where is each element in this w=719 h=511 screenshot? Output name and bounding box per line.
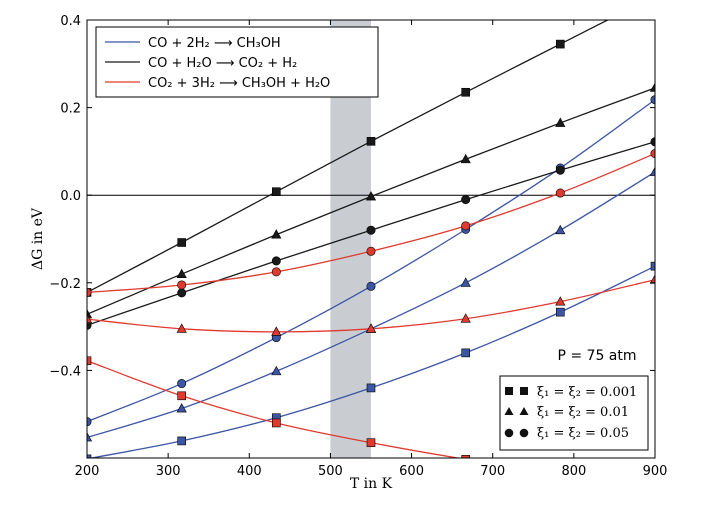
data-point-r2-square bbox=[272, 187, 281, 196]
legend-label-reaction-2: CO + H₂O ⟶ CO₂ + H₂ bbox=[148, 56, 297, 71]
data-point-r3-triangle bbox=[649, 274, 655, 284]
data-point-r2-circle bbox=[461, 195, 471, 205]
data-point-r3-circle bbox=[271, 267, 281, 277]
data-point-r3-triangle bbox=[271, 326, 282, 336]
data-point-r2-triangle bbox=[649, 82, 655, 92]
reaction-legend-box bbox=[95, 26, 379, 98]
y-tick-label: −0.2 bbox=[49, 277, 81, 292]
data-point-r1-square bbox=[461, 348, 470, 358]
x-tick-label: 800 bbox=[561, 464, 586, 479]
data-point-r1-triangle bbox=[176, 403, 187, 413]
legend-label-circle: ξ₁ = ξ₂ = 0.05 bbox=[537, 426, 629, 441]
data-point-r2-square bbox=[366, 137, 376, 146]
data-point-r1-triangle bbox=[87, 431, 93, 442]
data-point-r3-triangle bbox=[87, 313, 93, 324]
x-tick-label: 500 bbox=[318, 464, 343, 479]
data-point-r3-square bbox=[461, 455, 470, 458]
data-point-r3-triangle bbox=[460, 313, 471, 323]
legend-label-reaction-3: CO₂ + 3H₂ ⟶ CH₃OH + H₂O bbox=[148, 76, 330, 91]
x-tick-label: 200 bbox=[75, 464, 100, 479]
data-point-r2-circle bbox=[177, 288, 187, 298]
data-point-r2-triangle bbox=[365, 191, 377, 201]
legend-circle-marker-b bbox=[519, 428, 529, 438]
data-point-r2-triangle bbox=[176, 268, 187, 278]
legend-square-marker-b bbox=[520, 387, 528, 395]
data-point-r3-square bbox=[366, 438, 376, 447]
legend-label-triangle: ξ₁ = ξ₂ = 0.01 bbox=[537, 405, 629, 420]
data-point-r3-circle bbox=[555, 188, 565, 198]
data-point-r1-square bbox=[650, 261, 655, 271]
x-tick-label: 300 bbox=[156, 464, 181, 479]
data-point-r3-square bbox=[177, 391, 186, 401]
x-axis-label: T in K bbox=[350, 476, 393, 492]
y-tick-label: 0.4 bbox=[60, 14, 81, 29]
x-tick-label: 400 bbox=[237, 464, 262, 479]
data-point-r1-triangle bbox=[555, 224, 566, 235]
data-point-r1-square bbox=[366, 383, 376, 393]
reaction-legend: CO + 2H₂ ⟶ CH₃OH CO + H₂O ⟶ CO₂ + H₂ CO₂… bbox=[95, 26, 379, 98]
plot-frame bbox=[86, 19, 656, 459]
data-point-r3-circle bbox=[366, 246, 376, 256]
data-point-r2-circle bbox=[555, 165, 565, 175]
data-point-r1-circle bbox=[366, 281, 376, 291]
data-point-r2-triangle bbox=[460, 153, 471, 164]
data-point-r2-triangle bbox=[555, 117, 566, 127]
legend-triangle-marker-a bbox=[504, 407, 514, 415]
data-point-r1-triangle bbox=[271, 365, 282, 376]
data-point-r1-triangle bbox=[460, 277, 471, 287]
y-tick-label: 0.2 bbox=[60, 102, 81, 117]
data-point-r1-square bbox=[177, 436, 186, 446]
y-tick-label: −0.4 bbox=[49, 364, 81, 379]
data-point-r3-circle bbox=[177, 280, 187, 290]
data-point-r2-circle bbox=[271, 256, 281, 266]
x-tick-label: 700 bbox=[480, 464, 505, 479]
data-point-r2-square bbox=[556, 39, 565, 49]
data-point-r3-triangle bbox=[555, 296, 566, 306]
legend-triangle-marker-b bbox=[519, 407, 529, 415]
data-point-r1-circle bbox=[177, 379, 187, 389]
legend-square-marker-a bbox=[505, 387, 513, 395]
data-point-r3-triangle bbox=[176, 323, 187, 333]
x-tick-label: 600 bbox=[399, 464, 424, 479]
data-point-r3-square bbox=[651, 480, 659, 488]
data-point-r3-square bbox=[87, 356, 92, 366]
pressure-annotation: P = 75 atm bbox=[557, 348, 636, 364]
tick-layer: 200 300 400 500 600 700 800 900 −0.4 −0.2 0.0 0.2 0.… bbox=[49, 14, 667, 479]
legend-label-reaction-1: CO + 2H₂ ⟶ CH₃OH bbox=[148, 36, 281, 51]
data-point-r3-square bbox=[272, 418, 281, 428]
data-point-r3-circle bbox=[461, 221, 471, 231]
data-point-r2-triangle bbox=[271, 229, 282, 239]
x-tick-label: 900 bbox=[643, 464, 668, 479]
data-point-r2-square bbox=[461, 87, 470, 97]
marker-layer bbox=[87, 39, 659, 488]
data-point-r2-square bbox=[177, 238, 186, 247]
data-point-r1-square bbox=[556, 307, 565, 317]
y-axis-label: ΔG in eV bbox=[30, 207, 46, 270]
data-point-r1-square bbox=[87, 454, 92, 458]
data-point-r3-triangle bbox=[365, 323, 377, 333]
data-point-r2-circle bbox=[366, 225, 376, 235]
data-point-r1-triangle bbox=[649, 166, 655, 176]
marker-legend: ξ₁ = ξ₂ = 0.001 ξ₁ = ξ₂ = 0.01 ξ₁ = ξ₂ =… bbox=[499, 375, 649, 451]
legend-circle-marker-a bbox=[504, 428, 514, 438]
y-tick-label: 0.0 bbox=[60, 189, 81, 204]
legend-label-square: ξ₁ = ξ₂ = 0.001 bbox=[537, 385, 637, 400]
